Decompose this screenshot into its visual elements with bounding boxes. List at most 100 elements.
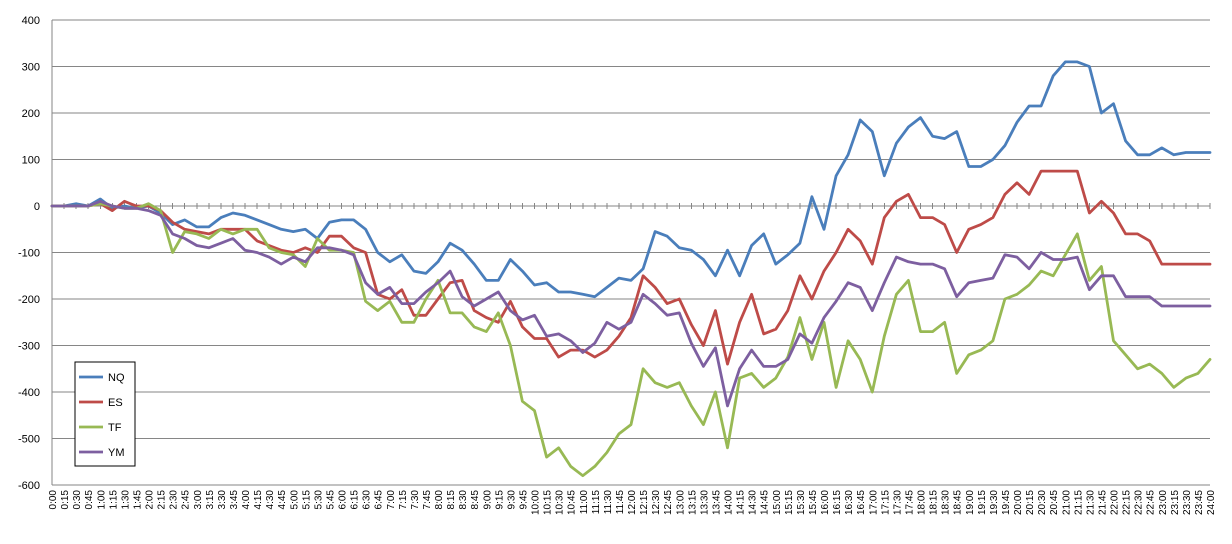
x-tick-label: 14:45 — [760, 490, 771, 515]
x-tick-label: 3:00 — [193, 490, 204, 510]
x-tick-label: 7:45 — [422, 490, 433, 510]
series-lines — [50, 60, 1212, 478]
x-tick-label: 20:15 — [1025, 490, 1036, 515]
x-tick-label: 17:45 — [904, 490, 915, 515]
x-tick-label: 11:45 — [615, 490, 626, 515]
x-tick-label: 13:15 — [687, 490, 698, 515]
y-tick-label: -100 — [18, 248, 40, 260]
x-tick-label: 10:45 — [567, 490, 578, 515]
x-tick-label: 8:00 — [434, 490, 445, 510]
x-tick-label: 15:15 — [784, 490, 795, 515]
x-tick-label: 7:30 — [410, 490, 421, 510]
x-tick-label: 2:30 — [169, 490, 180, 510]
x-tick-label: 22:30 — [1134, 490, 1145, 515]
x-tick-label: 13:45 — [711, 490, 722, 515]
x-tick-label: 23:15 — [1170, 490, 1181, 515]
x-tick-label: 16:45 — [856, 490, 867, 515]
x-tick-label: 9:30 — [506, 490, 517, 510]
x-tick-label: 1:45 — [132, 490, 143, 510]
y-tick-label: -300 — [18, 341, 40, 353]
x-tick-label: 1:00 — [96, 490, 107, 510]
x-tick-label: 11:30 — [603, 490, 614, 515]
x-tick-label: 2:15 — [157, 490, 168, 510]
x-tick-label: 18:45 — [953, 490, 964, 515]
x-tick-label: 5:30 — [313, 490, 324, 510]
x-tick-label: 7:15 — [398, 490, 409, 510]
x-tick-label: 7:00 — [386, 490, 397, 510]
x-tick-label: 14:15 — [736, 490, 747, 515]
y-tick-label: -400 — [18, 387, 40, 399]
x-tick-label: 0:30 — [72, 490, 83, 510]
x-tick-label: 4:30 — [265, 490, 276, 510]
x-tick-label: 21:00 — [1061, 490, 1072, 515]
legend-label-ym: YM — [108, 447, 125, 459]
x-tick-label: 20:45 — [1049, 490, 1060, 515]
x-tick-label: 8:45 — [470, 490, 481, 510]
x-tick-label: 22:15 — [1122, 490, 1133, 515]
x-tick-label: 22:00 — [1110, 490, 1121, 515]
y-tick-label: 300 — [22, 62, 40, 74]
legend-label-nq: NQ — [108, 372, 125, 384]
x-tick-label: 9:00 — [482, 490, 493, 510]
x-tick-label: 16:15 — [832, 490, 843, 515]
x-tick-label: 23:30 — [1182, 490, 1193, 515]
x-tick-label: 6:00 — [338, 490, 349, 510]
y-tick-label: -200 — [18, 294, 40, 306]
x-tick-label: 21:45 — [1097, 490, 1108, 515]
x-tick-label: 9:45 — [518, 490, 529, 510]
x-axis-ticks: 0:00 0:15 0:30 0:45 1:00 1:15 1:30 1:45 2:00 2:15… — [48, 490, 1217, 515]
x-tick-label: 12:30 — [651, 490, 662, 515]
series-line-es — [50, 169, 1212, 366]
x-tick-label: 14:30 — [748, 490, 759, 515]
series-line-ym — [50, 199, 1212, 408]
x-tick-label: 11:00 — [579, 490, 590, 515]
x-tick-label: 3:30 — [217, 490, 228, 510]
x-tick-label: 23:45 — [1194, 490, 1205, 515]
x-tick-label: 8:15 — [446, 490, 457, 510]
x-tick-label: 19:15 — [977, 490, 988, 515]
x-tick-label: 21:30 — [1085, 490, 1096, 515]
x-tick-label: 18:00 — [917, 490, 928, 515]
x-tick-label: 20:00 — [1013, 490, 1024, 515]
x-tick-label: 10:00 — [531, 490, 542, 515]
x-tick-label: 3:45 — [229, 490, 240, 510]
x-tick-label: 15:30 — [796, 490, 807, 515]
x-tick-label: 13:00 — [675, 490, 686, 515]
x-tick-label: 11:15 — [591, 490, 602, 515]
x-tick-label: 12:00 — [627, 490, 638, 515]
x-tick-label: 18:30 — [941, 490, 952, 515]
x-tick-label: 15:45 — [808, 490, 819, 515]
x-tick-label: 10:30 — [555, 490, 566, 515]
x-tick-label: 13:30 — [699, 490, 710, 515]
y-tick-label: 400 — [22, 15, 40, 27]
x-tick-label: 19:30 — [989, 490, 1000, 515]
x-axis — [51, 203, 1211, 209]
x-tick-label: 10:15 — [543, 490, 554, 515]
x-tick-label: 5:45 — [325, 490, 336, 510]
legend-label-tf: TF — [108, 422, 122, 434]
series-line-tf — [50, 202, 1212, 478]
x-tick-label: 0:45 — [84, 490, 95, 510]
x-tick-label: 24:00 — [1206, 490, 1217, 515]
x-tick-label: 14:00 — [724, 490, 735, 515]
y-tick-label: -600 — [18, 480, 40, 492]
x-tick-label: 4:45 — [277, 490, 288, 510]
x-tick-label: 15:00 — [772, 490, 783, 515]
legend: NQ ES TF YM — [74, 361, 136, 467]
x-tick-label: 6:30 — [362, 490, 373, 510]
x-tick-label: 21:15 — [1073, 490, 1084, 515]
x-tick-label: 3:15 — [205, 490, 216, 510]
x-tick-label: 12:45 — [663, 490, 674, 515]
x-tick-label: 4:15 — [253, 490, 264, 510]
y-tick-label: 100 — [22, 155, 40, 167]
x-tick-label: 2:00 — [145, 490, 156, 510]
x-tick-label: 19:45 — [1001, 490, 1012, 515]
gridlines — [51, 19, 1210, 486]
x-tick-label: 0:00 — [48, 490, 59, 510]
legend-box — [74, 361, 136, 467]
x-tick-label: 22:45 — [1146, 490, 1157, 515]
y-tick-label: 200 — [22, 108, 40, 120]
x-tick-label: 5:00 — [289, 490, 300, 510]
